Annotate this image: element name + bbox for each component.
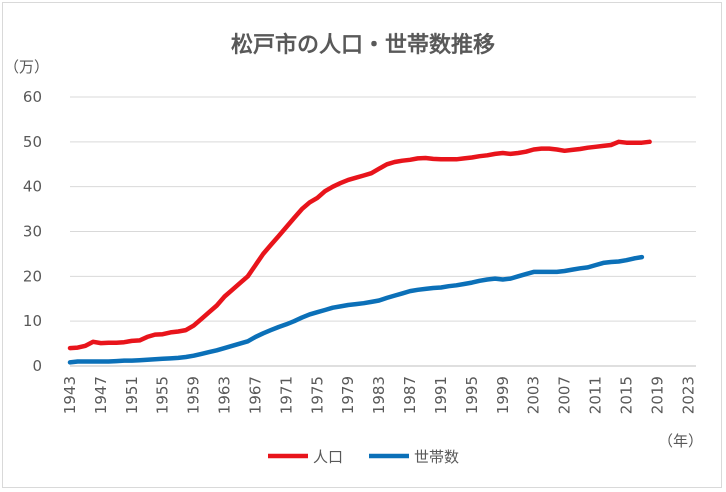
chart-frame — [2, 2, 722, 488]
x-tick-label: 1999 — [494, 376, 512, 414]
legend: 人口 世帯数 — [268, 448, 459, 466]
x-tick-label: 1975 — [308, 376, 326, 414]
y-tick-label: 50 — [23, 133, 42, 151]
x-tick-label: 1991 — [432, 376, 450, 414]
x-tick-label: 1963 — [216, 376, 234, 414]
y-tick-label: 0 — [32, 357, 42, 375]
x-tick-label: 2023 — [679, 376, 697, 414]
x-tick-label: 1959 — [185, 376, 203, 414]
y-tick-label: 30 — [23, 223, 42, 241]
x-tick-label: 1987 — [401, 376, 419, 414]
series-lines — [67, 139, 652, 365]
x-tick-label: 1955 — [154, 376, 172, 414]
x-tick-label: 1951 — [123, 376, 141, 414]
x-tick-label: 2011 — [587, 376, 605, 414]
x-tick-label: 1983 — [370, 376, 388, 414]
x-tick-label: 1971 — [277, 376, 295, 414]
x-tick-label: 1979 — [339, 376, 357, 414]
x-tick-label: 2019 — [648, 376, 666, 414]
y-axis-unit-label: （万） — [4, 58, 49, 76]
x-tick-label: 2015 — [617, 376, 635, 414]
population-line — [67, 139, 652, 351]
x-axis-unit-label: （年） — [658, 432, 703, 450]
y-tick-label: 40 — [23, 178, 42, 196]
chart-title: 松戸市の人口・世帯数推移 — [231, 32, 495, 58]
x-tick-label: 2007 — [556, 376, 574, 414]
x-tick-label: 1943 — [61, 376, 79, 414]
x-tick-label: 1947 — [92, 376, 110, 414]
legend-label-households: 世帯数 — [414, 448, 459, 466]
y-tick-label: 20 — [23, 267, 42, 285]
x-tick-label: 1967 — [246, 376, 264, 414]
x-tick-label: 2003 — [525, 376, 543, 414]
legend-label-population: 人口 — [313, 448, 343, 466]
y-tick-label: 60 — [23, 88, 42, 106]
x-tick-label: 1995 — [463, 376, 481, 414]
households-line — [67, 254, 645, 365]
x-axis-ticks: 1943 1947 1951 1955 1959 1963 1967 1971 1975 1979… — [61, 376, 697, 414]
gridlines — [70, 96, 696, 367]
y-axis-ticks: 0 10 20 30 40 50 60 — [23, 88, 42, 375]
y-tick-label: 10 — [23, 312, 42, 330]
